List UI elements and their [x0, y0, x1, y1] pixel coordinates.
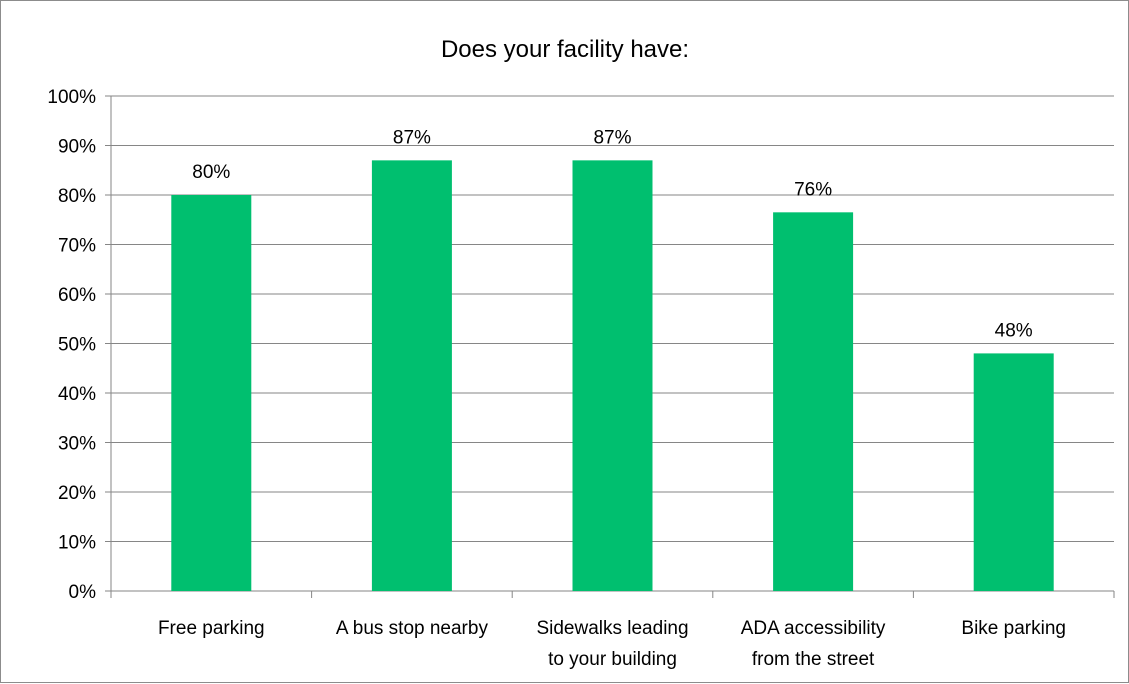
bars	[171, 160, 1054, 591]
bar	[773, 212, 854, 591]
x-category-label: ADA accessibility	[741, 618, 886, 639]
y-tick-label: 90%	[58, 137, 96, 158]
data-label: 76%	[794, 179, 832, 200]
y-tick-label: 50%	[58, 335, 96, 356]
x-category-label: A bus stop nearby	[336, 618, 489, 639]
y-tick-label: 0%	[69, 582, 97, 603]
y-tick-label: 60%	[58, 285, 96, 306]
y-tick-label: 100%	[47, 87, 96, 108]
y-tick-label: 30%	[58, 434, 96, 455]
x-axis-categories: Free parking A bus stop nearby Sidewalks l…	[158, 618, 1066, 670]
y-tick-label: 10%	[58, 533, 96, 554]
data-label: 87%	[593, 127, 631, 148]
x-category-label: Free parking	[158, 618, 265, 639]
x-category-label: to your building	[548, 649, 677, 670]
bar	[572, 160, 653, 591]
x-category-label: Sidewalks leading	[536, 618, 688, 639]
bar	[371, 160, 452, 591]
data-labels: 80% 87% 87% 76% 48%	[192, 127, 1033, 341]
x-category-label: Bike parking	[961, 618, 1066, 639]
bar	[171, 195, 252, 591]
data-label: 48%	[995, 320, 1033, 341]
data-label: 87%	[393, 127, 431, 148]
y-axis-ticks: 0% 10% 20% 30% 40% 50% 60% 70% 80% 90% 100%	[47, 87, 111, 603]
y-tick-label: 70%	[58, 236, 96, 257]
chart-title: Does your facility have:	[441, 36, 689, 63]
data-label: 80%	[192, 162, 230, 183]
y-tick-label: 20%	[58, 483, 96, 504]
x-category-label: from the street	[752, 649, 875, 670]
bar	[973, 353, 1054, 591]
y-tick-label: 40%	[58, 384, 96, 405]
y-tick-label: 80%	[58, 186, 96, 207]
